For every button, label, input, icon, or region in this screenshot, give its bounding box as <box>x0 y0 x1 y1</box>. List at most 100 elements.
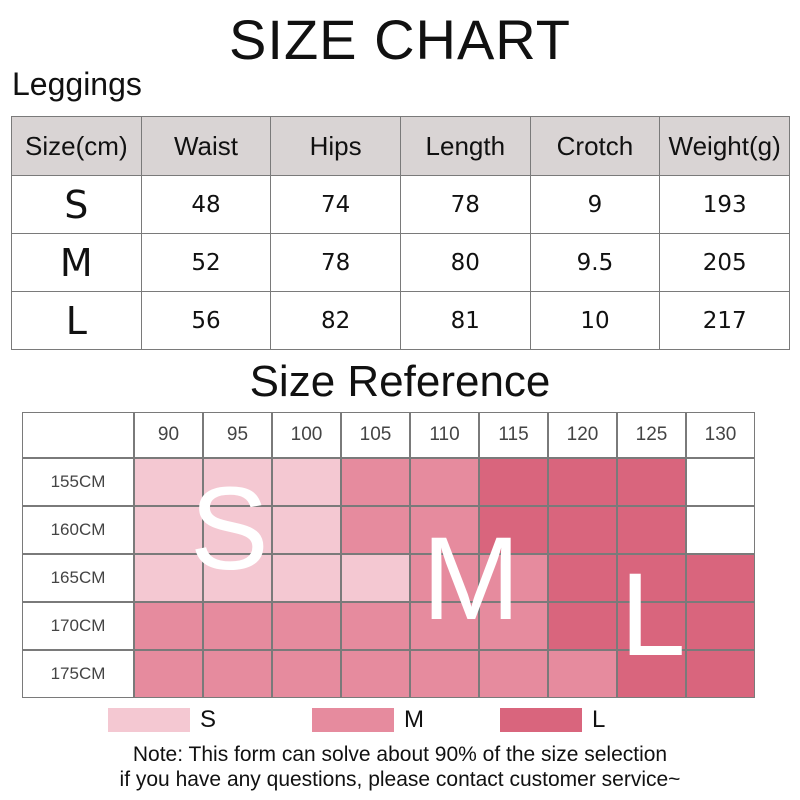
crotch-cell: 10 <box>529 291 661 350</box>
size-cell-m <box>341 650 410 698</box>
size-cell-m <box>203 650 272 698</box>
size-cell-m <box>410 554 479 602</box>
size-cell-m <box>203 602 272 650</box>
size-cell-m <box>272 602 341 650</box>
size-cell-l <box>548 458 617 506</box>
size-cell-s <box>203 554 272 602</box>
waist-cell: 56 <box>140 291 272 350</box>
size-cell-s <box>272 554 341 602</box>
size-cell-s <box>203 458 272 506</box>
hips-cell: 78 <box>270 233 401 292</box>
height-row-label: 160CM <box>22 506 134 554</box>
size-cell-l <box>686 602 755 650</box>
size-cell-s <box>203 506 272 554</box>
note-line-1: Note: This form can solve about 90% of t… <box>132 743 668 766</box>
size-cell-s <box>272 506 341 554</box>
size-cell-s <box>134 506 203 554</box>
table-row: L 56 82 81 10 217 <box>11 291 790 350</box>
size-cell-m <box>341 458 410 506</box>
grid-corner <box>22 412 134 458</box>
size-cell-m <box>341 506 410 554</box>
size-cell-l <box>617 554 686 602</box>
hip-column-label: 115 <box>479 412 548 458</box>
size-cell-l <box>617 602 686 650</box>
size-m-overlay-letter: M <box>422 513 521 645</box>
size-cell-m <box>410 506 479 554</box>
weight-cell: 193 <box>659 175 790 234</box>
size-cell: M <box>11 233 142 292</box>
weight-cell: 217 <box>659 291 790 350</box>
header-hips: Hips <box>270 116 401 176</box>
height-row-label: 155CM <box>22 458 134 506</box>
hip-column-label: 120 <box>548 412 617 458</box>
size-cell-s <box>341 554 410 602</box>
size-cell-s <box>272 458 341 506</box>
size-table: Size(cm) Waist Hips Length Crotch Weight… <box>11 116 790 350</box>
size-cell-m <box>341 602 410 650</box>
size-cell-l <box>686 554 755 602</box>
table-row: M 52 78 80 9.5 205 <box>11 233 790 292</box>
page-title: SIZE CHART <box>229 8 571 71</box>
table-row: S 48 74 78 9 193 <box>11 175 790 234</box>
size-cell-l <box>617 506 686 554</box>
hip-column-label: 125 <box>617 412 686 458</box>
crotch-cell: 9 <box>529 175 661 234</box>
size-cell-l <box>548 554 617 602</box>
size-cell-m <box>134 650 203 698</box>
header-length: Length <box>399 116 531 176</box>
length-cell: 80 <box>399 233 531 292</box>
size-cell-m <box>410 458 479 506</box>
size-cell: S <box>11 175 142 234</box>
header-size: Size(cm) <box>11 116 142 176</box>
waist-cell: 48 <box>140 175 272 234</box>
legend-item-m: M <box>312 706 424 734</box>
size-cell-empty <box>686 506 755 554</box>
size-cell-empty <box>686 458 755 506</box>
length-cell: 78 <box>399 175 531 234</box>
size-cell-l <box>548 602 617 650</box>
size-cell-m <box>479 650 548 698</box>
legend-swatch-m <box>312 708 394 732</box>
waist-cell: 52 <box>140 233 272 292</box>
size-s-overlay-letter: S <box>190 463 269 595</box>
product-subtitle: Leggings <box>12 66 142 102</box>
height-row-label: 175CM <box>22 650 134 698</box>
size-cell-s <box>134 458 203 506</box>
size-cell-m <box>134 602 203 650</box>
size-cell-m <box>479 602 548 650</box>
size-reference-grid: 90 95 100 105 110 115 120 125 130 155CM 160CM 165CM… <box>22 412 755 698</box>
size-table-header-row: Size(cm) Waist Hips Length Crotch Weight… <box>11 116 790 176</box>
size-cell-l <box>686 650 755 698</box>
size-cell-l <box>479 506 548 554</box>
size-cell-l <box>617 458 686 506</box>
size-cell-l <box>548 506 617 554</box>
legend-label-s: S <box>200 706 217 733</box>
size-cell-m <box>272 650 341 698</box>
hip-column-label: 105 <box>341 412 410 458</box>
crotch-cell: 9.5 <box>529 233 661 292</box>
size-cell-l <box>479 458 548 506</box>
note-line-2: if you have any questions, please contac… <box>119 768 681 791</box>
legend-item-l: L <box>500 706 605 734</box>
hip-column-label: 130 <box>686 412 755 458</box>
size-cell-m <box>479 554 548 602</box>
legend-label-l: L <box>592 706 606 733</box>
size-cell-l <box>617 650 686 698</box>
size-cell-m <box>410 602 479 650</box>
legend-swatch-s <box>108 708 190 732</box>
hip-column-label: 100 <box>272 412 341 458</box>
size-l-overlay-letter: L <box>620 549 686 681</box>
size-cell-m <box>410 650 479 698</box>
height-row-label: 170CM <box>22 602 134 650</box>
size-cell: L <box>11 291 142 350</box>
legend-swatch-l <box>500 708 582 732</box>
size-cell-m <box>548 650 617 698</box>
hip-column-label: 90 <box>134 412 203 458</box>
height-row-label: 165CM <box>22 554 134 602</box>
size-reference-title: Size Reference <box>249 357 551 406</box>
hips-cell: 82 <box>270 291 401 350</box>
legend-label-m: M <box>404 706 424 733</box>
header-waist: Waist <box>140 116 272 176</box>
weight-cell: 205 <box>659 233 790 292</box>
hip-column-label: 95 <box>203 412 272 458</box>
